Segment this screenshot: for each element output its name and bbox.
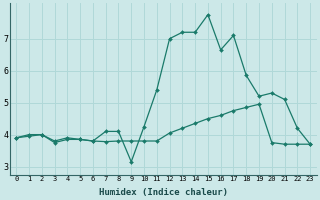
X-axis label: Humidex (Indice chaleur): Humidex (Indice chaleur) — [99, 188, 228, 197]
